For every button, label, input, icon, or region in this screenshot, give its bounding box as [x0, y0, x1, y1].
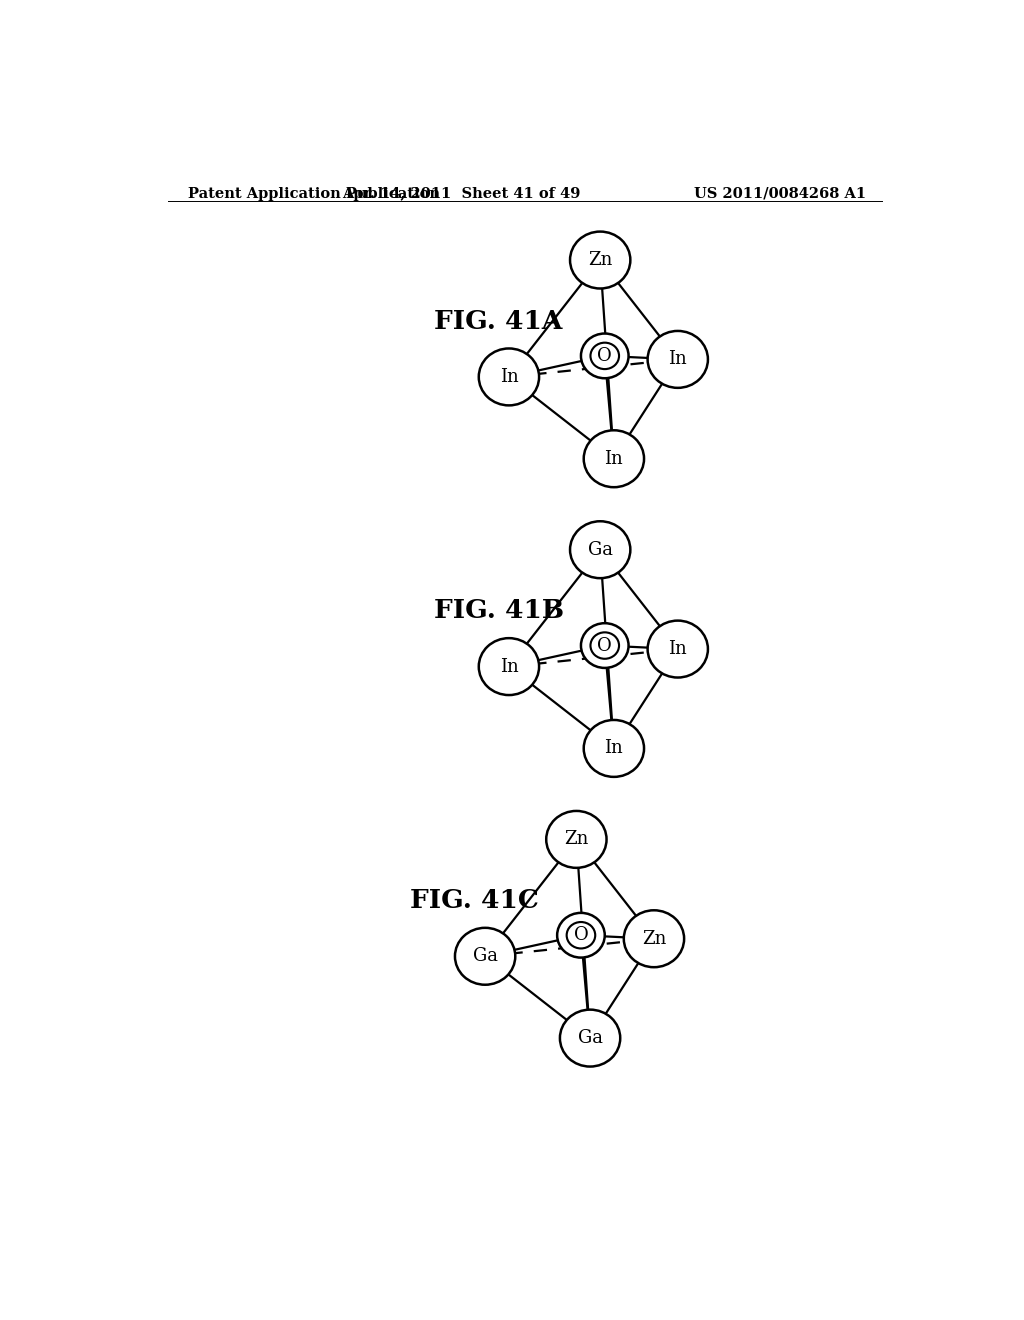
- Text: Patent Application Publication: Patent Application Publication: [187, 187, 439, 201]
- Ellipse shape: [479, 348, 539, 405]
- Text: FIG. 41C: FIG. 41C: [410, 888, 539, 913]
- Ellipse shape: [455, 928, 515, 985]
- Text: Ga: Ga: [473, 948, 498, 965]
- Ellipse shape: [647, 331, 708, 388]
- Text: Zn: Zn: [642, 929, 667, 948]
- Text: FIG. 41B: FIG. 41B: [433, 598, 563, 623]
- Ellipse shape: [584, 719, 644, 777]
- Ellipse shape: [546, 810, 606, 867]
- Text: In: In: [669, 350, 687, 368]
- Text: Ga: Ga: [578, 1030, 602, 1047]
- Ellipse shape: [581, 334, 629, 379]
- Ellipse shape: [570, 521, 631, 578]
- Ellipse shape: [584, 430, 644, 487]
- Ellipse shape: [570, 231, 631, 289]
- Text: In: In: [604, 739, 624, 758]
- Text: Zn: Zn: [588, 251, 612, 269]
- Text: O: O: [573, 927, 589, 944]
- Text: FIG. 41A: FIG. 41A: [433, 309, 562, 334]
- Ellipse shape: [647, 620, 708, 677]
- Ellipse shape: [581, 623, 629, 668]
- Text: O: O: [597, 636, 612, 655]
- Text: In: In: [604, 450, 624, 467]
- Text: US 2011/0084268 A1: US 2011/0084268 A1: [694, 187, 866, 201]
- Ellipse shape: [479, 638, 539, 696]
- Text: In: In: [500, 657, 518, 676]
- Ellipse shape: [560, 1010, 621, 1067]
- Ellipse shape: [624, 911, 684, 968]
- Text: In: In: [500, 368, 518, 385]
- Text: O: O: [597, 347, 612, 364]
- Text: In: In: [669, 640, 687, 659]
- Text: Ga: Ga: [588, 541, 612, 558]
- Text: Apr. 14, 2011  Sheet 41 of 49: Apr. 14, 2011 Sheet 41 of 49: [342, 187, 581, 201]
- Text: Zn: Zn: [564, 830, 589, 849]
- Ellipse shape: [557, 913, 605, 957]
